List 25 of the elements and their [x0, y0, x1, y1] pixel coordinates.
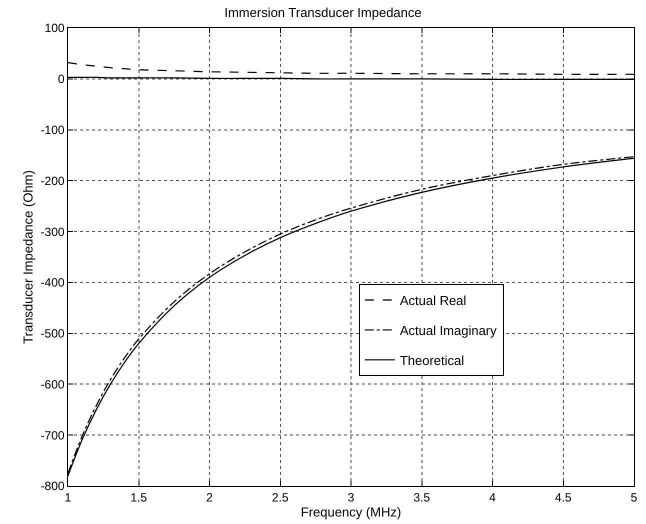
y-tick-label: -500 — [40, 326, 65, 341]
y-axis-title: Transducer Impedance (Ohm) — [20, 170, 36, 344]
x-tick-label: 2 — [206, 490, 214, 504]
legend-label: Actual Imaginary — [400, 323, 498, 338]
x-tick-label: 1.5 — [130, 490, 148, 504]
x-tick-label: 3 — [348, 490, 355, 504]
x-tick-label: 1 — [64, 490, 72, 504]
legend-label: Theoretical — [400, 352, 464, 368]
y-tick-label: -300 — [40, 224, 65, 239]
x-tick-label: 4.5 — [554, 490, 572, 504]
y-tick-label: -600 — [40, 377, 65, 392]
y-tick-label: 100 — [44, 21, 65, 36]
x-tick-label: 3.5 — [413, 490, 430, 504]
y-tick-label: 0 — [58, 72, 65, 86]
chart-title: Immersion Transducer Impedance — [224, 4, 422, 20]
x-tick-label: 4 — [489, 490, 496, 504]
legend-label: Actual Real — [400, 293, 466, 308]
y-tick-label: -200 — [40, 174, 65, 188]
y-tick-label: -400 — [40, 276, 65, 290]
y-tick-label: -800 — [40, 479, 65, 494]
y-tick-label: -100 — [40, 122, 65, 137]
x-axis-title: Frequency (MHz) — [300, 504, 402, 520]
x-tick-label: 2.5 — [272, 490, 289, 504]
x-tick-label: 5 — [630, 490, 638, 504]
y-tick-label: -700 — [40, 428, 65, 442]
